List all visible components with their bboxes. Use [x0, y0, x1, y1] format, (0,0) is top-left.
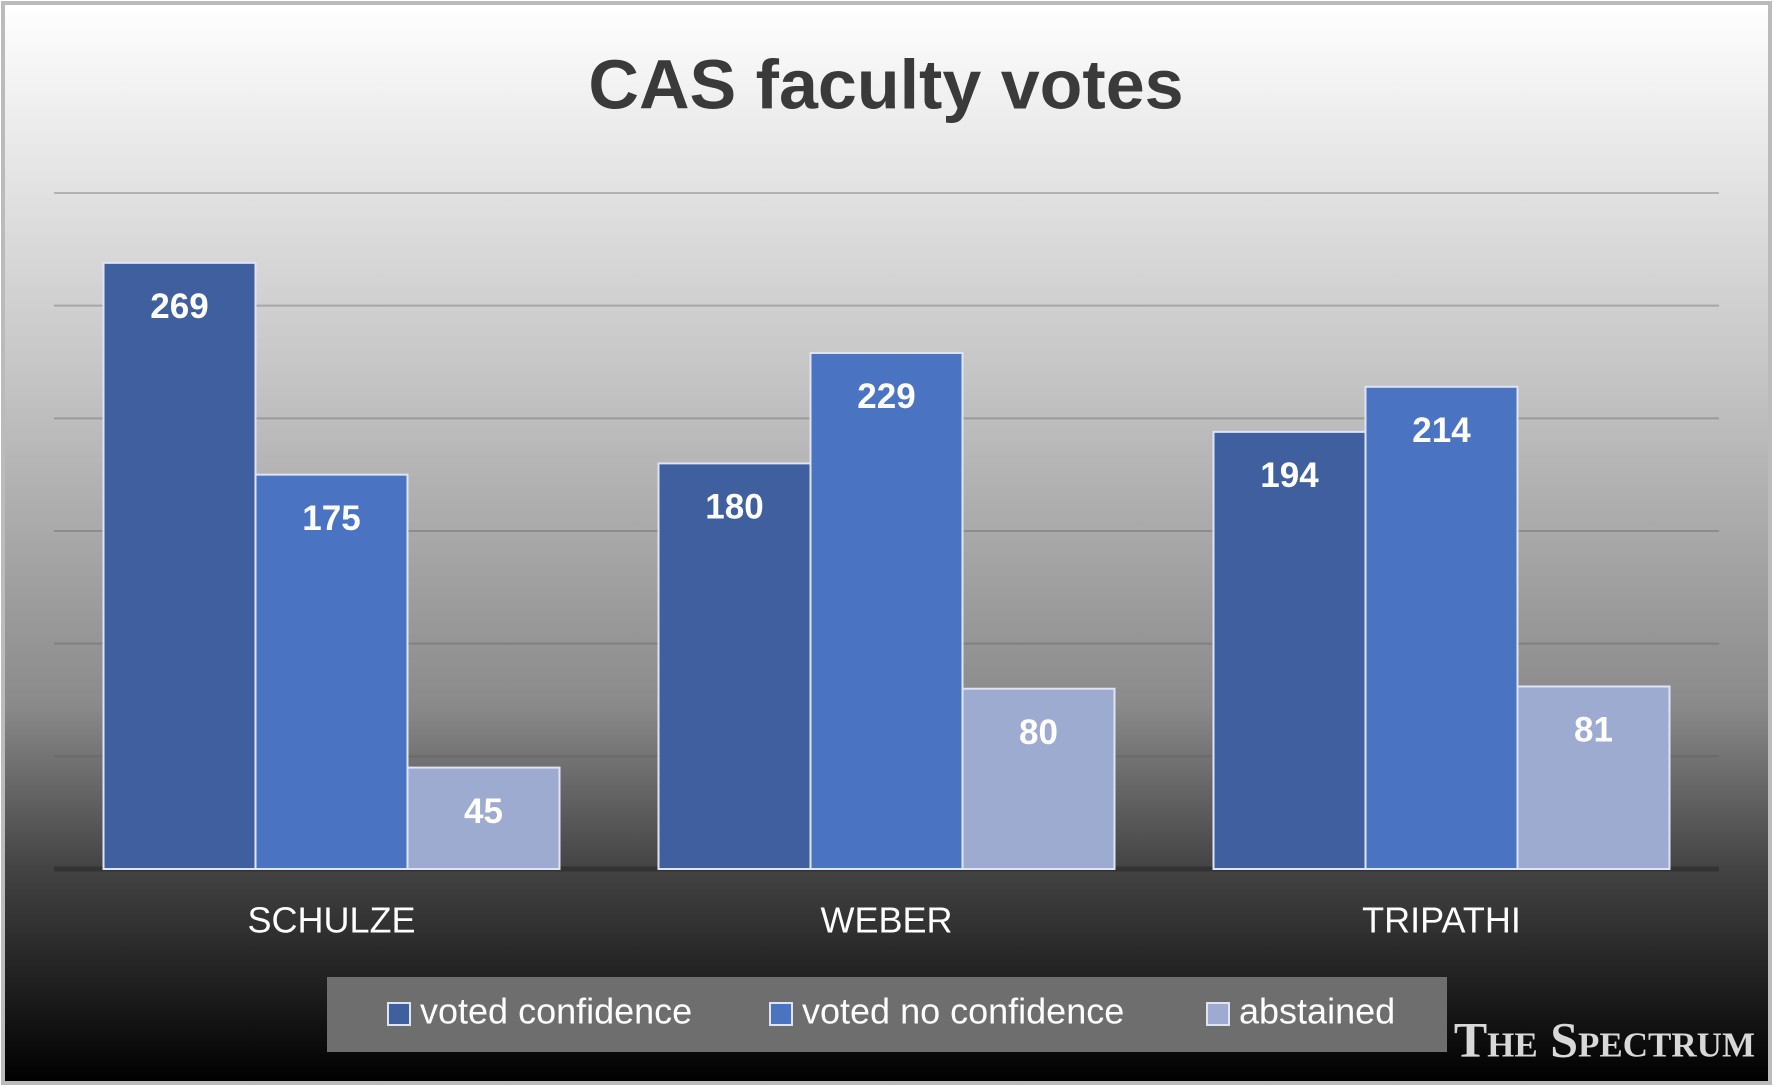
- data-label: 269: [150, 287, 208, 326]
- data-label: 80: [1019, 713, 1058, 752]
- chart-title: CAS faculty votes: [588, 45, 1183, 123]
- x-tick-label: SCHULZE: [247, 900, 415, 941]
- data-label: 81: [1574, 711, 1613, 750]
- legend-swatch: [769, 1002, 793, 1026]
- data-label: 180: [705, 488, 763, 527]
- bar: [102, 261, 257, 870]
- bar: [254, 473, 409, 870]
- legend-label: abstained: [1239, 991, 1395, 1032]
- bar: [1364, 385, 1519, 870]
- data-label: 214: [1412, 411, 1471, 450]
- data-label: 194: [1260, 456, 1319, 495]
- bar: [1516, 685, 1671, 870]
- legend-label: voted no confidence: [802, 991, 1124, 1032]
- data-label: 175: [302, 499, 360, 538]
- bar: [961, 687, 1116, 870]
- x-tick-label: TRIPATHI: [1362, 900, 1521, 941]
- x-tick-label: WEBER: [820, 900, 952, 941]
- bar: [406, 766, 561, 870]
- watermark: The Spectrum: [1454, 1011, 1755, 1067]
- bar: [809, 351, 964, 870]
- data-label: 45: [464, 792, 503, 831]
- bar: [657, 462, 812, 870]
- legend-swatch: [1206, 1002, 1230, 1026]
- data-label: 229: [857, 377, 915, 416]
- bar: [1212, 430, 1367, 870]
- legend-swatch: [387, 1002, 411, 1026]
- legend-box: [327, 977, 1447, 1052]
- legend-label: voted confidence: [420, 991, 692, 1032]
